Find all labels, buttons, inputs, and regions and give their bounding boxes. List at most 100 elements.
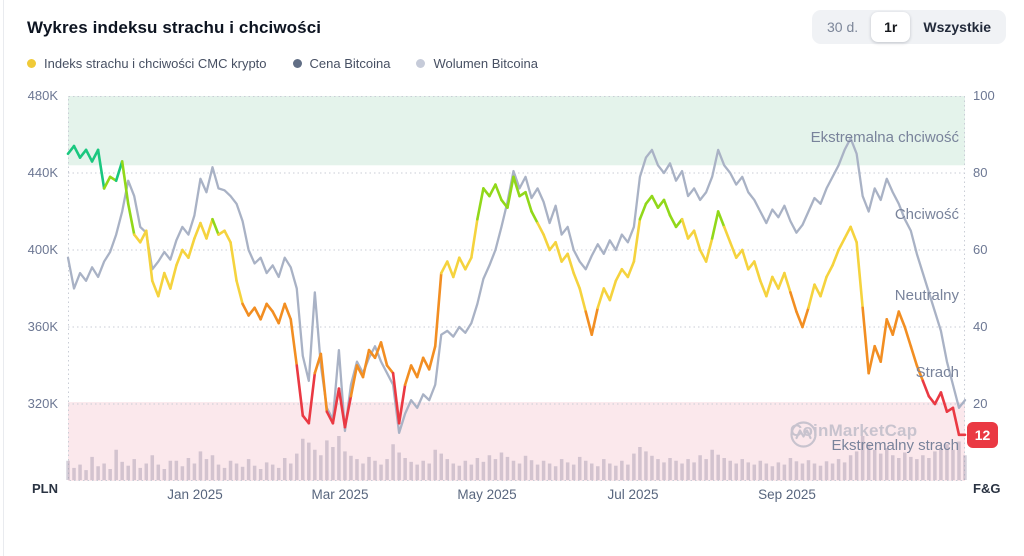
volume-bar	[686, 459, 690, 480]
fg-line-segment	[807, 283, 816, 310]
fg-line-segment	[632, 217, 642, 263]
fg-line-segment	[915, 364, 925, 383]
volume-bar	[469, 464, 474, 480]
fg-line-segment	[656, 198, 666, 209]
fg-line-segment	[132, 233, 142, 244]
fg-line-segment	[120, 160, 130, 206]
volume-bar	[915, 459, 919, 480]
fg-line-segment	[150, 279, 160, 298]
fg-line-segment	[813, 283, 822, 298]
fg-line-segment	[614, 267, 624, 283]
fg-line-segment	[205, 217, 214, 240]
volume-bar	[337, 436, 341, 480]
volume-bar	[475, 458, 480, 480]
volume-bar	[156, 464, 161, 480]
fg-line-segment	[638, 202, 648, 221]
volume-bar	[78, 464, 82, 480]
fg-line-segment	[728, 241, 738, 259]
fg-line-segment	[572, 271, 582, 290]
volume-bar	[421, 460, 425, 480]
fg-line-segment	[313, 352, 323, 375]
range-button-all[interactable]: Wszystkie	[910, 12, 1004, 42]
volume-bar	[126, 465, 130, 480]
plot-area[interactable]: Ekstremalna chciwość Chciwość Neutralny …	[66, 96, 998, 481]
legend-dot-dark-icon	[292, 59, 302, 68]
volume-bar	[84, 470, 88, 480]
volume-bar	[240, 466, 245, 480]
fg-line-segment	[163, 271, 172, 290]
fg-line-segment	[433, 271, 443, 348]
fg-line-segment	[765, 275, 774, 298]
volume-bar	[343, 451, 347, 480]
volume-bar	[854, 451, 859, 480]
fg-line-segment	[307, 371, 317, 425]
legend-item-bitcoin-volume[interactable]: Wolumen Bitcoina	[416, 56, 538, 71]
volume-bar	[650, 455, 654, 480]
y-right-tick-20: 20	[973, 396, 988, 411]
volume-bar	[463, 460, 468, 480]
fg-line-segment	[337, 387, 347, 429]
volume-bar	[325, 440, 329, 480]
range-button-1y[interactable]: 1r	[871, 12, 911, 42]
fg-line-segment	[734, 248, 744, 259]
fg-line-segment	[482, 187, 491, 198]
fg-line-segment	[247, 306, 256, 317]
page-title: Wykres indeksu strachu i chciwości	[27, 18, 322, 37]
volume-bar	[620, 460, 624, 480]
fg-line-segment	[84, 148, 94, 163]
y-right-tick-60: 60	[973, 242, 988, 257]
volume-bar	[282, 458, 287, 480]
volume-bar	[860, 436, 865, 480]
volume-bar	[228, 460, 233, 480]
band-extreme-fear	[68, 402, 965, 481]
fg-line-segment	[187, 237, 196, 259]
fg-line-segment	[542, 233, 551, 252]
chart-canvas[interactable]	[66, 96, 967, 481]
legend-item-fear-greed-index[interactable]: Indeks strachu i chciwości CMC krypto	[27, 56, 267, 71]
volume-bar	[740, 459, 745, 480]
volume-bar	[331, 447, 335, 480]
y-right-tick-80: 80	[973, 165, 988, 180]
fg-line-segment	[235, 279, 244, 306]
fg-line-segment	[373, 341, 383, 360]
fg-line-segment	[897, 310, 907, 329]
fg-line-segment	[843, 225, 852, 240]
volume-bar	[614, 465, 618, 480]
fg-line-segment	[427, 344, 437, 371]
volume-bar	[397, 452, 401, 480]
fg-line-segment	[193, 221, 202, 240]
volume-bar	[903, 452, 907, 480]
volume-bar	[355, 459, 359, 480]
fg-line-segment	[470, 217, 479, 259]
fg-line-segment	[590, 306, 600, 336]
volume-bar	[379, 464, 383, 480]
volume-bar	[644, 451, 648, 480]
plot-border	[68, 96, 965, 481]
legend-item-bitcoin-price[interactable]: Cena Bitcoina	[292, 56, 390, 71]
fg-line-segment	[295, 364, 305, 417]
fg-line-segment	[361, 348, 371, 379]
volume-bar	[746, 462, 751, 480]
x-tick-jan-2025: Jan 2025	[167, 487, 223, 502]
fg-line-segment	[530, 210, 539, 225]
volume-bar	[710, 449, 714, 480]
volume-bar	[794, 461, 799, 480]
fg-line-segment	[903, 325, 913, 348]
fg-line-segment	[650, 194, 660, 209]
volume-bar	[656, 459, 660, 480]
volume-bar	[897, 458, 901, 480]
fg-line-segment	[409, 364, 419, 379]
fg-line-segment	[909, 344, 919, 367]
range-button-30d[interactable]: 30 d.	[814, 12, 871, 42]
x-tick-sep-2025: Sep 2025	[758, 487, 816, 502]
volume-bar	[848, 455, 853, 480]
band-extreme-greed	[68, 96, 965, 166]
fg-line-segment	[825, 264, 834, 279]
volume-bar	[951, 449, 955, 480]
fg-line-segment	[241, 302, 250, 317]
fg-line-segment	[674, 217, 684, 229]
volume-bar	[108, 469, 112, 480]
volume-bar	[427, 463, 431, 480]
legend-dot-yellow-icon	[27, 59, 36, 68]
volume-bar	[349, 455, 353, 480]
